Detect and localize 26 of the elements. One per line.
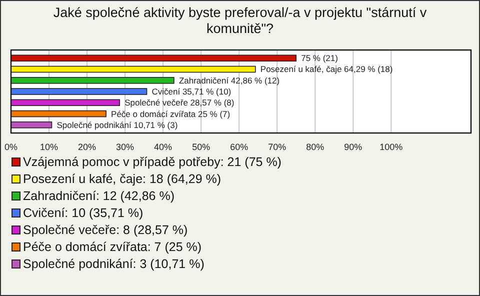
x-tick-label: 60% xyxy=(230,142,248,152)
data-label: Cvičení 35,71 % (10) xyxy=(152,86,232,96)
legend-label: Společné večeře: 8 (28,57 %) xyxy=(23,223,188,237)
x-tick-label: 0% xyxy=(4,142,18,152)
chart-title: Jaké společné aktivity byste preferoval/-a v projektu "stárnutí v komunitě"? xyxy=(53,5,427,36)
x-tick-label: 50% xyxy=(192,142,210,152)
legend-label: Zahradničení: 12 (42,86 %) xyxy=(23,189,174,203)
x-tick-label: 30% xyxy=(116,142,134,152)
data-label: Společné podnikání 10,71 % (3) xyxy=(56,120,178,130)
x-tick-label: 40% xyxy=(154,142,172,152)
x-tick-label: 10% xyxy=(40,142,58,152)
data-label: Společné večeře 28,57 % (8) xyxy=(124,98,234,108)
data-label: Posezení u kafé, čaje 64,29 % (18) xyxy=(260,64,393,74)
legend-label: Společné podnikání: 3 (10,71 %) xyxy=(23,257,204,271)
x-tick-label: 80% xyxy=(306,142,324,152)
x-tick-label: 90% xyxy=(344,142,362,152)
data-label: 75 % (21) xyxy=(301,53,338,64)
legend-label: Vzájemná pomoc v případě potřeby: 21 (75 %) xyxy=(23,155,282,169)
data-label: Zahradničení 42,86 % (12) xyxy=(178,75,280,86)
data-label: Péče o domácí zvířata 25 % (7) xyxy=(111,108,230,119)
x-tick-label: 20% xyxy=(78,142,96,152)
legend-label: Cvičení: 10 (35,71 %) xyxy=(23,206,144,220)
legend-label: Péče o domácí zvířata: 7 (25 %) xyxy=(23,240,202,254)
x-tick-label: 70% xyxy=(268,142,286,152)
x-tick-label: 100% xyxy=(380,142,403,152)
legend-label: Posezení u kafé, čaje: 18 (64,29 %) xyxy=(23,172,222,186)
